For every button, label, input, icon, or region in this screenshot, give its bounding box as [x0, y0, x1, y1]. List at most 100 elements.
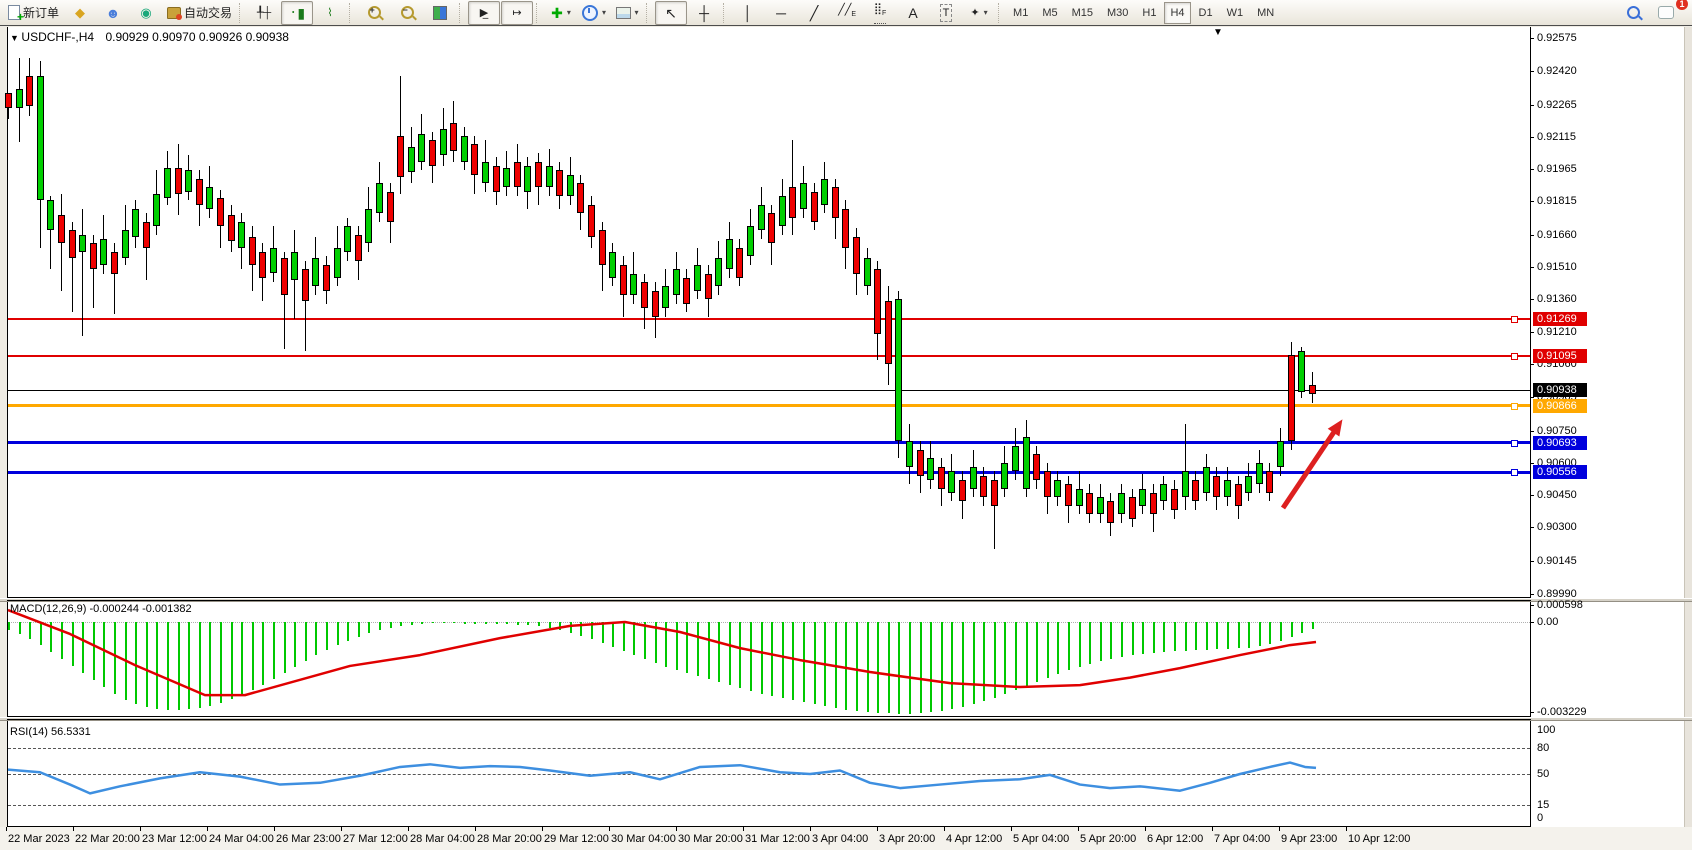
price-line-handle-0.91095[interactable] [1511, 353, 1518, 361]
candle-bear [429, 140, 436, 166]
timeframe-w1-button[interactable]: W1 [1226, 6, 1244, 19]
tile-windows-icon [433, 5, 448, 20]
price-line-handle-0.90693[interactable] [1511, 439, 1518, 447]
candle-bear [354, 234, 362, 261]
candle-bull [1245, 475, 1253, 493]
macd-histogram-bar [145, 622, 148, 708]
market-watch-button[interactable]: ◆ [64, 1, 96, 25]
price-line-0.90556[interactable] [8, 470, 1530, 474]
candles-chart-button[interactable]: ᛫▮ [281, 0, 314, 25]
toolbar-separator [459, 2, 465, 23]
periods-button[interactable]: ▾ [578, 1, 610, 25]
macd-histogram-bar [421, 622, 424, 624]
price-line-0.91095[interactable] [8, 355, 1530, 358]
line-chart-button[interactable]: ⌇ [314, 1, 346, 25]
price-axis-tickmark [1530, 136, 1534, 138]
macd-histogram-bar [909, 622, 911, 715]
price-axis-label: 0.92420 [1537, 65, 1577, 78]
macd-histogram-bar [591, 622, 593, 639]
signals-button[interactable]: ◉ [130, 1, 162, 25]
timeframe-mn-button[interactable]: MN [1257, 6, 1275, 19]
candle-bear [588, 204, 595, 237]
timeframe-m1-button[interactable]: M1 [1013, 6, 1029, 19]
macd-axis-label: -0.003229 [1537, 705, 1587, 718]
macd-histogram-bar [1205, 622, 1208, 651]
price-line-handle-0.90866[interactable] [1511, 402, 1518, 410]
candle-bull [1012, 445, 1019, 472]
candle-bull [15, 88, 23, 108]
timeframe-h1-button[interactable]: H1 [1142, 6, 1157, 19]
time-axis-tickmark [1011, 827, 1012, 831]
candle-bear [227, 215, 235, 242]
timeframe-d1-button[interactable]: D1 [1198, 6, 1213, 19]
horizontal-line-icon: ─ [776, 4, 786, 21]
zoom-in-button[interactable]: + [358, 1, 390, 25]
profile-button[interactable]: ☻ [97, 1, 129, 25]
search-button[interactable] [1617, 1, 1649, 25]
timeframe-m15-button[interactable]: M15 [1071, 6, 1094, 19]
label-button[interactable]: T [930, 1, 962, 25]
price-line-handle-0.91269[interactable] [1511, 315, 1518, 323]
chart-shift-marker[interactable]: ▼ [1213, 27, 1223, 38]
timeframe-m30-button[interactable]: M30 [1107, 6, 1129, 19]
macd-axis-tickmark [1530, 622, 1534, 623]
rsi-pane-top-border [7, 719, 1531, 720]
candle-bear [1266, 471, 1274, 493]
channel-button[interactable]: ╱╱E [831, 1, 863, 25]
time-axis-tickmark [408, 827, 409, 831]
trendline-button[interactable]: ╱ [798, 1, 830, 25]
candle-bull [545, 165, 553, 188]
bars-chart-button[interactable]: ╀┼ [248, 1, 280, 25]
macd-histogram-bar [474, 622, 477, 624]
macd-histogram-bar [866, 622, 869, 713]
chart-dropdown-icon[interactable]: ▼ [10, 33, 22, 43]
rsi-label: RSI(14) 56.5331 [10, 726, 91, 738]
macd-pane-top-border [7, 600, 1531, 601]
timeframe-h4-button[interactable]: H4 [1164, 1, 1191, 24]
vline-button[interactable]: │ [732, 1, 764, 25]
shapes-button[interactable]: ✦ ▾ [963, 1, 995, 25]
price-line-0.91269[interactable] [8, 317, 1530, 320]
macd-axis-tickmark [1530, 605, 1534, 607]
zoom-out-button[interactable]: − [391, 1, 423, 25]
plot-left-border [7, 27, 8, 826]
macd-histogram-bar [273, 622, 275, 679]
auto-scroll-button[interactable]: ▶̲ [468, 0, 501, 25]
ohlc-bars-icon: ╀┼ [256, 6, 272, 19]
macd-histogram-bar [1311, 622, 1314, 629]
candle-bull [407, 146, 415, 173]
chevron-down-icon: ▾ [634, 8, 639, 17]
time-axis-label: 4 Apr 12:00 [946, 833, 1003, 845]
price-line-0.90938[interactable] [8, 389, 1530, 391]
macd-histogram-bar [580, 622, 583, 636]
tile-windows-button[interactable] [424, 1, 456, 25]
time-axis-label: 7 Apr 04:00 [1214, 833, 1271, 845]
hline-button[interactable]: ─ [765, 1, 797, 25]
price-axis-tickmark [1530, 560, 1534, 562]
auto-trading-button[interactable]: 自动交易 [163, 1, 236, 25]
macd-axis-label: 0.000598 [1537, 599, 1583, 612]
macd-histogram-bar [241, 622, 244, 696]
cursor-button[interactable]: ↖ [655, 0, 688, 25]
timeframe-m5-button[interactable]: M5 [1042, 6, 1058, 19]
price-line-0.90693[interactable] [8, 441, 1530, 445]
time-axis-label: 27 Mar 12:00 [343, 833, 408, 845]
price-line-0.90866[interactable] [8, 404, 1530, 408]
fibonacci-button[interactable]: ⣿F [864, 1, 896, 25]
price-axis-tickmark [1530, 38, 1534, 39]
new-order-button[interactable]: 新订单 [4, 1, 63, 25]
indicators-button[interactable]: ✚ ▾ [545, 1, 577, 25]
chart-window[interactable]: ▼ USDCHF-,H4 0.90929 0.90970 0.90926 0.9… [0, 27, 1692, 850]
text-button[interactable]: A [897, 1, 929, 25]
candle-bull [672, 269, 680, 295]
price-line-handle-0.90556[interactable] [1511, 469, 1518, 477]
macd-histogram-bar [50, 622, 53, 653]
main-pane-bottom-border [7, 597, 1531, 598]
notifications-button[interactable]: 1 [1650, 0, 1688, 25]
crosshair-button[interactable]: ┼ [688, 1, 720, 25]
chart-shift-button[interactable]: ↦ [501, 0, 534, 25]
macd-histogram-bar [357, 622, 360, 637]
price-axis-tickmark [1530, 495, 1534, 497]
templates-button[interactable]: ▾ [611, 1, 643, 25]
time-axis-label: 30 Mar 20:00 [678, 833, 743, 845]
